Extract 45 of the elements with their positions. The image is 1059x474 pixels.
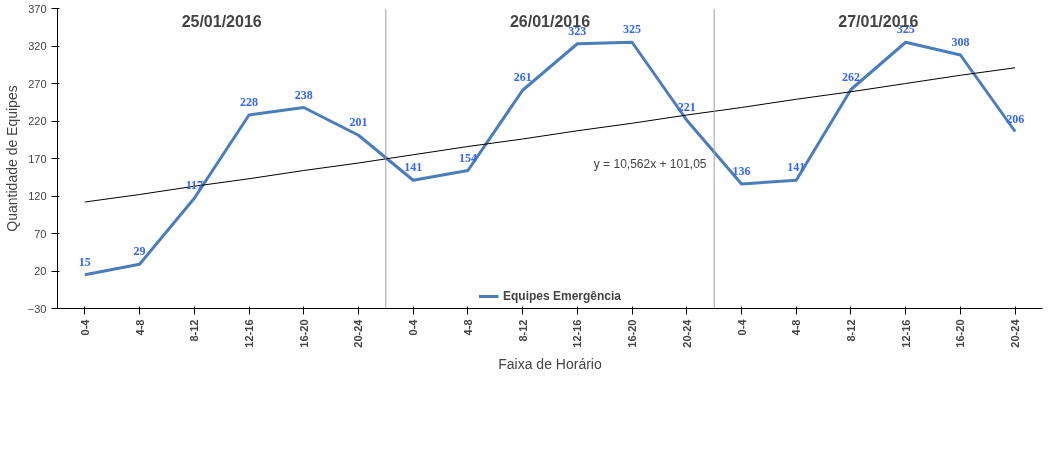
legend-label: Equipes Emergência bbox=[502, 289, 622, 303]
annotation: 25/01/2016 bbox=[181, 12, 262, 30]
data-label: 262 bbox=[841, 69, 860, 84]
y-tick-label: 220 bbox=[28, 115, 47, 127]
data-label: 206 bbox=[1006, 111, 1025, 126]
data-label: 325 bbox=[623, 22, 642, 37]
data-label: 228 bbox=[240, 95, 259, 109]
x-tick-label: 0-4 bbox=[78, 318, 91, 336]
x-tick-label: 8-12 bbox=[516, 319, 529, 342]
x-tick-label: 16-20 bbox=[626, 319, 639, 348]
y-tick-label: 70 bbox=[34, 227, 47, 240]
x-tick-label: 12-16 bbox=[899, 319, 912, 348]
data-label: 141 bbox=[404, 160, 423, 175]
x-tick-label: 0-4 bbox=[735, 318, 748, 336]
x-tick-label: 16-20 bbox=[297, 319, 310, 348]
x-axis-title: Faixa de Horário bbox=[498, 355, 602, 372]
x-tick-label: 12-16 bbox=[571, 319, 584, 348]
x-tick-label: 16-20 bbox=[954, 319, 967, 348]
y-tick-label: 320 bbox=[28, 40, 47, 52]
data-label: 201 bbox=[349, 115, 368, 130]
x-tick-label: 0-4 bbox=[407, 318, 420, 336]
x-tick-label: 12-16 bbox=[243, 319, 256, 348]
data-label: 29 bbox=[133, 244, 146, 259]
x-tick-label: 20-24 bbox=[680, 318, 693, 348]
x-tick-label: 8-12 bbox=[844, 319, 857, 342]
x-tick-label: 4-8 bbox=[133, 319, 146, 336]
y-tick-label: 170 bbox=[28, 152, 47, 165]
annotation: y = 10,562x + 101,05 bbox=[593, 156, 707, 171]
y-tick-label: −30 bbox=[27, 302, 47, 315]
x-tick-label: 8-12 bbox=[188, 319, 201, 342]
data-label: 308 bbox=[951, 35, 970, 49]
y-tick-label: 270 bbox=[28, 77, 47, 90]
x-tick-label: 20-24 bbox=[352, 318, 365, 348]
x-tick-label: 4-8 bbox=[461, 319, 474, 336]
y-tick-label: 20 bbox=[34, 265, 47, 277]
data-label: 136 bbox=[732, 164, 751, 178]
x-tick-label: 4-8 bbox=[790, 319, 803, 336]
y-axis-title: Quantidade de Equipes bbox=[3, 85, 20, 232]
data-label: 15 bbox=[78, 254, 91, 269]
data-label: 238 bbox=[294, 87, 313, 102]
data-label: 221 bbox=[677, 100, 696, 115]
data-label: 261 bbox=[513, 70, 532, 85]
y-tick-label: 120 bbox=[28, 190, 47, 202]
y-tick-label: 370 bbox=[28, 2, 47, 15]
x-tick-label: 20-24 bbox=[1009, 318, 1022, 348]
